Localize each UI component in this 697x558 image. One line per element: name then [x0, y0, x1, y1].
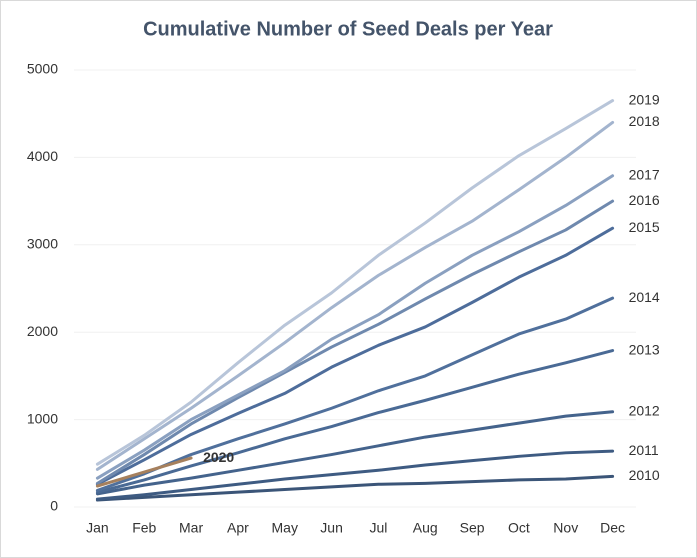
series-line: [95, 226, 615, 486]
series-line: [95, 174, 615, 480]
series-label: 2016: [629, 192, 660, 208]
y-tick-label: 1000: [27, 410, 58, 426]
x-tick-label: Jul: [369, 520, 387, 536]
series-label: 2013: [629, 341, 660, 357]
series-label: 2010: [629, 467, 660, 483]
series-line: [95, 410, 615, 496]
series-line: [95, 349, 615, 494]
series-line: [95, 474, 615, 502]
y-tick-label: 0: [50, 498, 58, 514]
series-line: [95, 449, 615, 501]
series-line: [95, 456, 193, 488]
x-tick-label: Sep: [460, 520, 485, 536]
chart-title: Cumulative Number of Seed Deals per Year: [143, 18, 553, 40]
x-tick-label: Jun: [320, 520, 343, 536]
series-label: 2015: [629, 219, 660, 235]
series-label: 2019: [629, 91, 660, 107]
y-tick-label: 2000: [27, 323, 58, 339]
series-label: 2011: [629, 442, 659, 458]
x-tick-label: Nov: [553, 520, 578, 536]
series-label: 2012: [629, 402, 660, 418]
x-tick-label: May: [272, 520, 298, 536]
series-label: 2017: [629, 166, 660, 182]
x-tick-label: Dec: [600, 520, 625, 536]
series-label: 2014: [629, 289, 660, 305]
x-tick-label: Apr: [227, 520, 249, 536]
series-line: [95, 99, 615, 466]
series-line: [95, 296, 615, 492]
y-tick-label: 5000: [27, 61, 58, 77]
series-label: 2018: [629, 113, 660, 129]
x-tick-label: Oct: [508, 520, 530, 536]
x-tick-label: Jan: [86, 520, 109, 536]
x-tick-label: Feb: [132, 520, 156, 536]
series-line: [95, 120, 615, 471]
y-tick-label: 4000: [27, 148, 58, 164]
y-tick-label: 3000: [27, 236, 58, 252]
series-label: 2020: [203, 449, 234, 465]
x-tick-label: Mar: [179, 520, 203, 536]
x-tick-label: Aug: [413, 520, 438, 536]
series-line: [95, 199, 615, 485]
